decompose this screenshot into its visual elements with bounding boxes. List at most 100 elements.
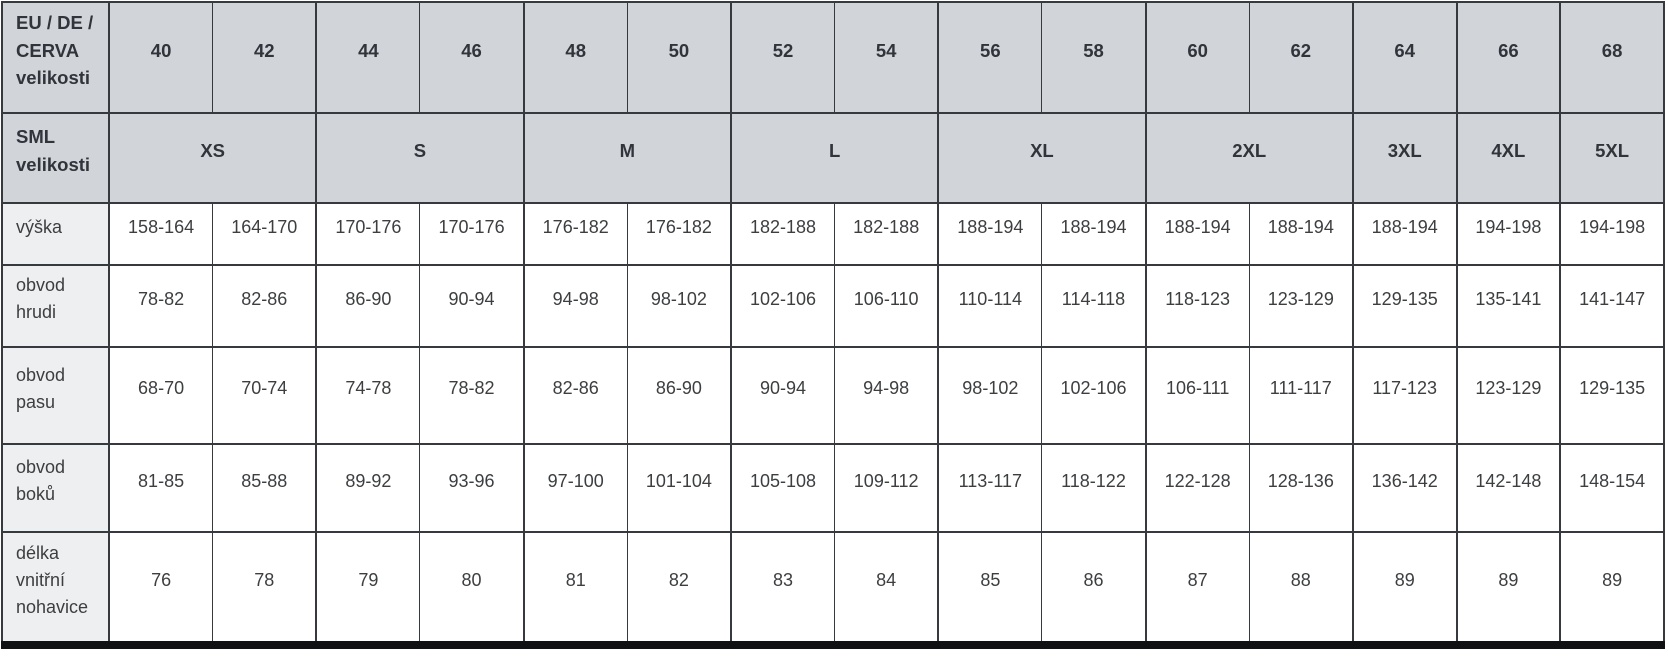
cell-obvod-boku-54: 109-112	[834, 443, 939, 533]
cell-delka-vnitrni-nohavice-50: 82	[626, 531, 732, 646]
sml-group-cell-5xl: 5XL	[1559, 112, 1665, 204]
cell-vyska-56: 188-194	[937, 202, 1043, 266]
size-chart-body: výška 158-164 164-170 170-176 170-176 176-182…	[1, 202, 1665, 646]
sml-group-cell-4xl: 4XL	[1455, 112, 1561, 204]
cell-obvod-hrudi-64: 129-135	[1351, 264, 1458, 348]
cell-obvod-hrudi-52: 102-106	[729, 264, 836, 348]
header-label-sml: SML velikosti	[1, 112, 110, 204]
cell-obvod-pasu-58: 102-106	[1041, 346, 1147, 445]
table-row-vyska: výška 158-164 164-170 170-176 170-176 176-182…	[1, 202, 1665, 266]
header-row-sml-sizes: SML velikosti XS S M L XL 2XL 3XL 4XL 5XL	[1, 112, 1665, 204]
sml-group-cell-l: L	[729, 112, 939, 204]
cell-obvod-boku-58: 118-122	[1041, 443, 1147, 533]
cell-obvod-boku-44: 89-92	[315, 443, 421, 533]
size-header-60: 60	[1144, 1, 1250, 114]
cell-delka-vnitrni-nohavice-64: 89	[1351, 531, 1458, 646]
row-label-obvod-hrudi: obvod hrudi	[1, 264, 110, 348]
cell-delka-vnitrni-nohavice-68: 89	[1559, 531, 1665, 646]
cell-obvod-boku-60: 122-128	[1144, 443, 1250, 533]
row-label-vyska: výška	[1, 202, 110, 266]
size-chart: EU / DE / CERVA velikosti 40 42 44 46 48 50 52 5…	[1, 1, 1665, 649]
cell-obvod-boku-52: 105-108	[729, 443, 836, 533]
cell-obvod-pasu-52: 90-94	[729, 346, 836, 445]
sml-group-cell-2xl: 2XL	[1144, 112, 1354, 204]
cell-vyska-66: 194-198	[1455, 202, 1561, 266]
cell-delka-vnitrni-nohavice-44: 79	[315, 531, 421, 646]
size-header-52: 52	[729, 1, 836, 114]
cell-vyska-52: 182-188	[729, 202, 836, 266]
cell-obvod-pasu-64: 117-123	[1351, 346, 1458, 445]
cell-vyska-54: 182-188	[834, 202, 939, 266]
cell-obvod-boku-50: 101-104	[626, 443, 732, 533]
cell-obvod-hrudi-62: 123-129	[1248, 264, 1354, 348]
cell-obvod-pasu-46: 78-82	[419, 346, 525, 445]
cell-vyska-68: 194-198	[1559, 202, 1665, 266]
cell-obvod-pasu-40: 68-70	[108, 346, 214, 445]
cell-obvod-pasu-60: 106-111	[1144, 346, 1250, 445]
cell-obvod-pasu-62: 111-117	[1248, 346, 1354, 445]
cell-delka-vnitrni-nohavice-66: 89	[1455, 531, 1561, 646]
cell-delka-vnitrni-nohavice-60: 87	[1144, 531, 1250, 646]
cell-delka-vnitrni-nohavice-48: 81	[522, 531, 628, 646]
cell-delka-vnitrni-nohavice-54: 84	[834, 531, 939, 646]
cell-delka-vnitrni-nohavice-52: 83	[729, 531, 836, 646]
size-header-58: 58	[1041, 1, 1147, 114]
cell-obvod-hrudi-54: 106-110	[834, 264, 939, 348]
cell-obvod-boku-68: 148-154	[1559, 443, 1665, 533]
cell-obvod-hrudi-58: 114-118	[1041, 264, 1147, 348]
header-row-eu-sizes: EU / DE / CERVA velikosti 40 42 44 46 48 50 52 5…	[1, 1, 1665, 114]
table-row-obvod-boku: obvod boků 81-85 85-88 89-92 93-96 97-100 101-…	[1, 443, 1665, 533]
cell-delka-vnitrni-nohavice-40: 76	[108, 531, 214, 646]
cell-obvod-pasu-50: 86-90	[626, 346, 732, 445]
cell-vyska-40: 158-164	[108, 202, 214, 266]
table-row-obvod-hrudi: obvod hrudi 78-82 82-86 86-90 90-94 94-98 98-1…	[1, 264, 1665, 348]
cell-obvod-boku-56: 113-117	[937, 443, 1043, 533]
sml-group-cell-xs: XS	[107, 112, 317, 204]
size-header-66: 66	[1455, 1, 1561, 114]
size-chart-head: EU / DE / CERVA velikosti 40 42 44 46 48 50 52 5…	[1, 1, 1665, 204]
cell-obvod-hrudi-68: 141-147	[1559, 264, 1665, 348]
cell-obvod-pasu-44: 74-78	[315, 346, 421, 445]
sml-group-cell-s: S	[315, 112, 525, 204]
cell-obvod-hrudi-60: 118-123	[1144, 264, 1250, 348]
cell-obvod-hrudi-44: 86-90	[315, 264, 421, 348]
cell-delka-vnitrni-nohavice-58: 86	[1041, 531, 1147, 646]
cell-delka-vnitrni-nohavice-56: 85	[937, 531, 1043, 646]
row-label-obvod-boku: obvod boků	[1, 443, 110, 533]
cell-delka-vnitrni-nohavice-62: 88	[1248, 531, 1354, 646]
size-header-40: 40	[108, 1, 214, 114]
cell-obvod-boku-62: 128-136	[1248, 443, 1354, 533]
size-header-56: 56	[937, 1, 1043, 114]
cell-vyska-46: 170-176	[419, 202, 525, 266]
row-label-obvod-pasu: obvod pasu	[1, 346, 110, 445]
size-header-48: 48	[522, 1, 628, 114]
sml-group-cell-3xl: 3XL	[1351, 112, 1458, 204]
row-label-delka-vnitrni-nohavice: délka vnitřní nohavice	[1, 531, 110, 646]
cell-vyska-58: 188-194	[1041, 202, 1147, 266]
cell-vyska-60: 188-194	[1144, 202, 1250, 266]
size-header-62: 62	[1248, 1, 1354, 114]
table-row-delka-vnitrni-nohavice: délka vnitřní nohavice 76 78 79 80 81 82 83 84 85…	[1, 531, 1665, 646]
cell-obvod-hrudi-42: 82-86	[212, 264, 317, 348]
cell-delka-vnitrni-nohavice-42: 78	[212, 531, 317, 646]
cell-obvod-hrudi-56: 110-114	[937, 264, 1043, 348]
size-header-50: 50	[626, 1, 732, 114]
sml-group-cell-xl: XL	[937, 112, 1147, 204]
cell-obvod-pasu-66: 123-129	[1455, 346, 1561, 445]
cell-obvod-pasu-56: 98-102	[937, 346, 1043, 445]
cell-obvod-boku-42: 85-88	[212, 443, 317, 533]
cell-obvod-hrudi-50: 98-102	[626, 264, 732, 348]
cell-obvod-hrudi-48: 94-98	[522, 264, 628, 348]
cell-obvod-pasu-54: 94-98	[834, 346, 939, 445]
cell-obvod-boku-48: 97-100	[522, 443, 628, 533]
size-header-46: 46	[419, 1, 525, 114]
cell-vyska-50: 176-182	[626, 202, 732, 266]
header-label-eu-de-cerva: EU / DE / CERVA velikosti	[1, 1, 110, 114]
table-row-obvod-pasu: obvod pasu 68-70 70-74 74-78 78-82 82-86 86-90…	[1, 346, 1665, 445]
cell-vyska-44: 170-176	[315, 202, 421, 266]
cell-delka-vnitrni-nohavice-46: 80	[419, 531, 525, 646]
size-header-44: 44	[315, 1, 421, 114]
cell-obvod-boku-46: 93-96	[419, 443, 525, 533]
cell-vyska-42: 164-170	[212, 202, 317, 266]
cell-obvod-pasu-42: 70-74	[212, 346, 317, 445]
